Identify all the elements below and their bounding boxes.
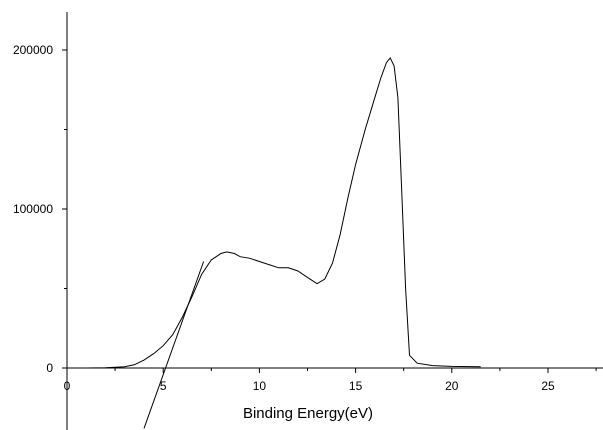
y-tick-label: 100000: [13, 202, 53, 216]
x-tick-label: 15: [349, 379, 363, 393]
spectrum-line: [67, 56, 481, 369]
x-tick-label: 25: [541, 379, 555, 393]
x-axis-title: Binding Energy(eV): [243, 405, 373, 422]
plot-area: 0 5 10 15 20 25 0 100000 200000: [13, 12, 603, 430]
series-group: [67, 56, 481, 429]
x-tick-label: 5: [160, 379, 167, 393]
x-tick-label: 0: [64, 379, 71, 393]
y-tick-label: 0: [46, 361, 53, 375]
x-tick-label: 20: [445, 379, 459, 393]
x-tick-label: 10: [253, 379, 267, 393]
linear-extrapolation-line: [143, 261, 205, 429]
y-tick-label: 200000: [13, 43, 53, 57]
x-axis-ticks: 0 5 10 15 20 25: [64, 368, 597, 393]
y-axis-ticks: 0 100000 200000: [13, 43, 67, 375]
